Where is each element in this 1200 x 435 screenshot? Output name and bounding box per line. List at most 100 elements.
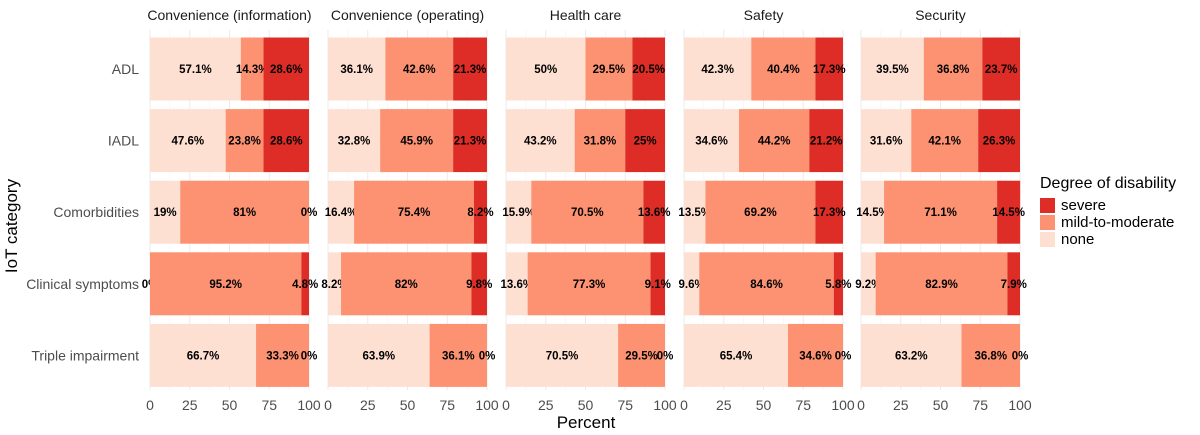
bar-value-label: 36.1% — [442, 350, 475, 362]
x-tick-label: 50 — [578, 397, 594, 413]
bar-segment-mild-to-moderate — [618, 323, 665, 387]
legend-key-mild-to-moderate — [1040, 215, 1055, 230]
bar-value-label: 42.1% — [928, 136, 961, 148]
bar-value-label: 63.9% — [362, 350, 395, 362]
bar-value-label: 36.1% — [340, 64, 373, 76]
bar-value-label: 36.8% — [937, 64, 970, 76]
bar-value-label: 34.6% — [799, 350, 832, 362]
bar-segment-severe — [263, 37, 309, 101]
bar-value-label: 65.4% — [720, 350, 753, 362]
y-axis-category-labels: ADL IADL Comorbidities Clinical symptoms Tri… — [26, 61, 139, 363]
bar-value-label: 44.2% — [758, 136, 791, 148]
facet-title: Convenience (information) — [147, 7, 311, 23]
legend-entry-label: severe — [1061, 197, 1106, 214]
bar-segment-severe — [815, 180, 843, 244]
x-tick-label: 0 — [146, 397, 154, 413]
bar-value-label: 13.6% — [638, 207, 671, 219]
bar-value-label: 34.6% — [695, 136, 728, 148]
x-tick-label: 75 — [617, 397, 633, 413]
x-tick-label: 50 — [400, 397, 416, 413]
facet-title: Convenience (operating) — [331, 7, 484, 23]
bar-value-label: 9.6% — [679, 279, 705, 291]
x-tick-label: 100 — [653, 397, 677, 413]
facet-panel: Health care 50% 29.5% 20.5% 43.2% 31.8% 25% 15.… — [501, 7, 677, 413]
bar-segment-mild-to-moderate — [354, 180, 474, 244]
bar-value-label: 36.8% — [974, 350, 1007, 362]
x-tick-label: 100 — [831, 397, 855, 413]
bar-value-label: 0% — [835, 350, 852, 362]
bar-segment-none — [150, 180, 181, 244]
y-category-label: ADL — [112, 61, 139, 77]
bar-value-label: 26.3% — [983, 136, 1016, 148]
bar-value-label: 28.6% — [270, 136, 303, 148]
facet-panel: Safety 42.3% 40.4% 17.3% 34.6% 44.2% 21.2% 13.5… — [678, 7, 854, 413]
bar-segment-mild-to-moderate — [875, 252, 1008, 316]
bar-segment-severe — [453, 37, 487, 101]
bar-value-label: 69.2% — [744, 207, 777, 219]
y-category-label: Comorbidities — [53, 204, 139, 220]
bar-value-label: 47.6% — [172, 136, 205, 148]
bar-segment-none — [328, 180, 355, 244]
x-axis-title: Percent — [557, 413, 616, 432]
bar-segment-severe — [643, 180, 665, 244]
bar-value-label: 42.3% — [701, 64, 734, 76]
x-tick-label: 75 — [972, 397, 988, 413]
facet-panel: Convenience (information)57.1% 14.3% 28.6%… — [142, 7, 321, 413]
bar-segment-none — [861, 323, 962, 387]
bar-segment-none — [684, 323, 788, 387]
x-tick-label: 75 — [795, 397, 811, 413]
bar-segment-severe — [473, 180, 487, 244]
bar-segment-none — [328, 37, 386, 101]
x-tick-label: 100 — [1008, 397, 1032, 413]
bar-segment-severe — [453, 109, 487, 173]
bar-segment-severe — [650, 252, 665, 316]
bar-segment-mild-to-moderate — [240, 37, 264, 101]
y-category-label: IADL — [108, 133, 139, 149]
bar-segment-severe — [997, 180, 1021, 244]
x-tick-label: 100 — [297, 397, 321, 413]
y-category-label: Triple impairment — [31, 347, 139, 363]
bar-segment-severe — [625, 109, 665, 173]
bar-segment-mild-to-moderate — [787, 323, 843, 387]
bar-segment-mild-to-moderate — [225, 109, 264, 173]
bar-segment-severe — [809, 109, 843, 173]
bar-segment-mild-to-moderate — [923, 37, 983, 101]
x-tick-label: 25 — [360, 397, 376, 413]
bar-value-label: 17.3% — [813, 64, 846, 76]
bar-segment-none — [328, 323, 430, 387]
bar-value-label: 84.6% — [750, 279, 783, 291]
bar-segment-mild-to-moderate — [150, 252, 302, 316]
bar-segment-mild-to-moderate — [341, 252, 472, 316]
bar-segment-none — [150, 37, 241, 101]
bar-segment-mild-to-moderate — [385, 37, 454, 101]
x-tick-label: 25 — [893, 397, 909, 413]
bar-segment-severe — [263, 109, 309, 173]
bar-value-label: 9.2% — [855, 279, 881, 291]
legend-key-none — [1040, 232, 1055, 247]
bar-value-label: 0% — [657, 350, 674, 362]
x-tick-label: 75 — [439, 397, 455, 413]
bar-value-label: 82% — [395, 279, 418, 291]
bar-segment-none — [684, 252, 700, 316]
bar-value-label: 66.7% — [187, 350, 220, 362]
legend-title: Degree of disability — [1040, 175, 1176, 192]
bar-value-label: 9.1% — [645, 279, 671, 291]
bar-value-label: 29.5% — [593, 64, 626, 76]
bar-segment-mild-to-moderate — [180, 180, 309, 244]
bar-value-label: 8.2% — [467, 207, 493, 219]
bar-segment-none — [506, 180, 532, 244]
bar-value-label: 29.5% — [625, 350, 658, 362]
bar-value-label: 50% — [534, 64, 557, 76]
bar-value-label: 5.8% — [825, 279, 851, 291]
bar-value-label: 0% — [1012, 350, 1029, 362]
bar-segment-mild-to-moderate — [751, 37, 816, 101]
bar-segment-none — [861, 180, 885, 244]
bar-value-label: 33.3% — [266, 350, 299, 362]
bar-segment-severe — [978, 109, 1020, 173]
bar-segment-mild-to-moderate — [884, 180, 998, 244]
facet-panel: Security 39.5% 36.8% 23.7% 31.6% 42.1% 26.3% 14… — [855, 7, 1032, 413]
bar-segment-none — [684, 37, 752, 101]
bar-value-label: 17.3% — [813, 207, 846, 219]
y-category-label: Clinical symptoms — [26, 276, 139, 292]
bar-value-label: 63.2% — [895, 350, 928, 362]
